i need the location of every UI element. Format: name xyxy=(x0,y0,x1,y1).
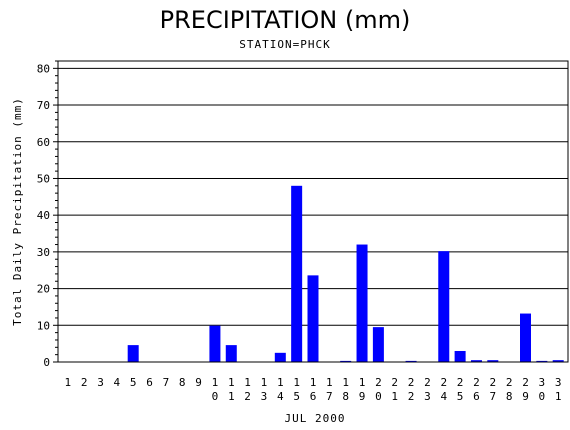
y-axis-title: Total Daily Precipitation (mm) xyxy=(11,97,24,326)
bar-series xyxy=(127,185,564,362)
y-tick-label: 10 xyxy=(37,319,50,332)
bar-day-14 xyxy=(274,352,286,362)
y-tick-label: 70 xyxy=(37,99,50,112)
y-tick-label: 0 xyxy=(43,356,50,369)
x-tick-label: 3 xyxy=(97,376,104,389)
bar-day-16 xyxy=(307,275,319,362)
bar-day-31 xyxy=(552,360,564,362)
bar-day-20 xyxy=(372,327,384,362)
bar-day-24 xyxy=(438,251,450,362)
bar-day-29 xyxy=(520,313,531,362)
x-axis-title: JUL 2000 xyxy=(285,412,346,425)
y-axis-ticks: 0 10 20 30 40 50 60 70 80 xyxy=(37,60,58,369)
bar-day-18 xyxy=(340,360,352,362)
x-tick-label: 8 xyxy=(179,376,186,389)
x-tick-label: 2 xyxy=(81,376,88,389)
y-tick-label: 80 xyxy=(37,62,50,75)
x-tick-label: 5 xyxy=(130,376,137,389)
bar-day-22 xyxy=(405,360,417,362)
y-tick-label: 50 xyxy=(37,172,50,185)
bar-day-19 xyxy=(356,244,368,362)
plot-frame xyxy=(57,60,569,363)
x-tick-label: 9 xyxy=(195,376,202,389)
bar-day-11 xyxy=(225,345,237,362)
y-tick-label: 20 xyxy=(37,283,50,296)
bar-day-27 xyxy=(487,360,499,362)
x-tick-label: 4 xyxy=(114,376,121,389)
x-tick-label: 6 xyxy=(146,376,153,389)
bar-day-15 xyxy=(291,185,303,362)
bar-day-26 xyxy=(470,360,482,362)
y-tick-label: 60 xyxy=(37,136,50,149)
y-tick-label: 40 xyxy=(37,209,50,222)
bar-day-25 xyxy=(454,350,466,362)
y-tick-label: 30 xyxy=(37,246,50,259)
chart-title: PRECIPITATION (mm) xyxy=(159,6,411,34)
x-tick-label: 7 xyxy=(163,376,170,389)
x-tick-label: 1 xyxy=(64,376,71,389)
x-axis-ticks: 1 2 3 4 5 6 7 8 9 1 01 11 21 31 41 51 61 71 81 92 02 12 22 32 42… xyxy=(64,376,561,403)
bar-day-10 xyxy=(209,325,221,362)
chart-subtitle: STATION=PHCK xyxy=(239,38,331,51)
bar-day-5 xyxy=(127,345,139,362)
bar-day-30 xyxy=(536,360,548,362)
